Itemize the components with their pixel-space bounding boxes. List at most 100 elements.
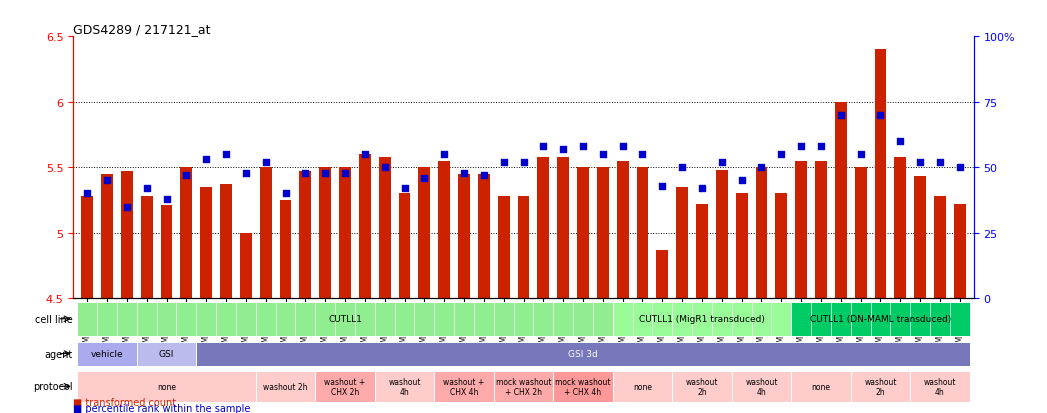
Bar <box>776 194 787 299</box>
Bar <box>517 197 530 299</box>
Point <box>852 152 869 158</box>
Text: washout
4h: washout 4h <box>745 377 778 396</box>
Point <box>238 170 254 176</box>
Bar <box>756 168 767 299</box>
Point <box>912 159 929 166</box>
Point <box>277 191 294 197</box>
Bar <box>160 206 173 299</box>
FancyBboxPatch shape <box>851 371 910 402</box>
Point <box>595 152 611 158</box>
Bar <box>954 204 965 299</box>
Point <box>892 138 909 145</box>
Point <box>337 170 354 176</box>
FancyBboxPatch shape <box>494 371 553 402</box>
Point <box>793 144 809 150</box>
Point <box>198 157 215 163</box>
Point <box>376 164 393 171</box>
Text: washout
4h: washout 4h <box>388 377 421 396</box>
Bar <box>439 161 450 299</box>
FancyBboxPatch shape <box>732 371 792 402</box>
Bar <box>260 168 271 299</box>
Point <box>634 152 651 158</box>
Point <box>575 144 592 150</box>
Point <box>118 204 135 210</box>
Text: mock washout
+ CHX 4h: mock washout + CHX 4h <box>555 377 610 396</box>
Bar <box>834 102 847 299</box>
Text: washout
4h: washout 4h <box>923 377 956 396</box>
Bar <box>477 174 490 299</box>
Text: washout
2h: washout 2h <box>686 377 718 396</box>
Text: GSI 3d: GSI 3d <box>569 349 598 358</box>
Point <box>317 170 334 176</box>
FancyBboxPatch shape <box>792 371 851 402</box>
Point <box>812 144 829 150</box>
Bar <box>497 197 510 299</box>
Text: none: none <box>811 382 830 391</box>
Bar <box>874 50 887 299</box>
Bar <box>200 188 213 299</box>
FancyBboxPatch shape <box>315 371 375 402</box>
FancyBboxPatch shape <box>196 342 970 366</box>
FancyBboxPatch shape <box>792 302 970 336</box>
Point <box>138 185 155 192</box>
Point <box>932 159 949 166</box>
Text: none: none <box>157 382 176 391</box>
Text: washout +
CHX 2h: washout + CHX 2h <box>325 377 365 396</box>
Point <box>297 170 314 176</box>
Point <box>396 185 413 192</box>
Bar <box>240 233 251 299</box>
Bar <box>102 174 113 299</box>
Bar <box>716 171 728 299</box>
Text: washout 2h: washout 2h <box>263 382 308 391</box>
Bar <box>577 168 589 299</box>
FancyBboxPatch shape <box>435 371 494 402</box>
Bar <box>359 155 371 299</box>
FancyBboxPatch shape <box>612 371 672 402</box>
Point <box>98 178 115 184</box>
Point <box>515 159 532 166</box>
Point <box>693 185 710 192</box>
Bar <box>597 168 608 299</box>
Bar <box>894 157 907 299</box>
FancyBboxPatch shape <box>672 371 732 402</box>
Point <box>733 178 750 184</box>
Text: mock washout
+ CHX 2h: mock washout + CHX 2h <box>495 377 552 396</box>
Text: vehicle: vehicle <box>91 349 124 358</box>
Point <box>495 159 512 166</box>
Point <box>258 159 274 166</box>
Bar <box>656 250 668 299</box>
Text: cell line: cell line <box>36 314 73 324</box>
Bar <box>458 174 470 299</box>
Bar <box>82 197 93 299</box>
Point <box>615 144 631 150</box>
Bar <box>617 161 628 299</box>
Text: ■ transformed count: ■ transformed count <box>73 397 176 407</box>
Bar <box>280 201 291 299</box>
Text: GDS4289 / 217121_at: GDS4289 / 217121_at <box>73 23 210 36</box>
Bar <box>319 168 331 299</box>
FancyBboxPatch shape <box>375 371 435 402</box>
Point <box>952 164 968 171</box>
Point <box>654 183 671 190</box>
Bar <box>537 157 550 299</box>
Bar <box>299 172 311 299</box>
Text: CUTLL1 (DN-MAML transduced): CUTLL1 (DN-MAML transduced) <box>810 314 951 323</box>
Point <box>713 159 730 166</box>
Text: GSI: GSI <box>159 349 174 358</box>
Text: ■ percentile rank within the sample: ■ percentile rank within the sample <box>73 403 250 413</box>
Bar <box>914 177 927 299</box>
FancyBboxPatch shape <box>77 371 255 402</box>
Bar <box>399 194 410 299</box>
Point <box>832 112 849 119</box>
Bar <box>854 168 867 299</box>
Point <box>79 191 95 197</box>
Bar <box>696 204 708 299</box>
FancyBboxPatch shape <box>612 302 792 336</box>
Point <box>158 196 175 202</box>
FancyBboxPatch shape <box>137 342 196 366</box>
Bar <box>379 157 391 299</box>
Point <box>178 172 195 179</box>
Bar <box>120 172 133 299</box>
Bar <box>637 168 648 299</box>
Text: CUTLL1: CUTLL1 <box>328 314 362 323</box>
